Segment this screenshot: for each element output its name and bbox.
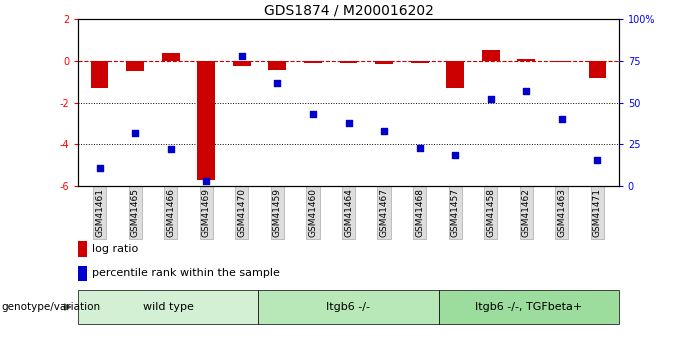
Text: Itgb6 -/-: Itgb6 -/- (326, 302, 371, 312)
Point (521, 88, 532, 94)
Bar (482, 50, 500, 61)
Point (272, 80, 283, 85)
Bar (339, 61, 358, 63)
Bar (411, 61, 428, 63)
Point (94, 165, 105, 171)
Point (237, 53, 248, 59)
Bar (304, 61, 322, 63)
Point (307, 111, 318, 117)
Point (201, 178, 211, 184)
Bar (162, 53, 180, 61)
Point (130, 130, 141, 136)
Bar (233, 61, 251, 66)
Text: log ratio: log ratio (92, 244, 139, 254)
Text: genotype/variation: genotype/variation (1, 302, 101, 312)
Bar (197, 61, 215, 180)
Title: GDS1874 / M200016202: GDS1874 / M200016202 (264, 4, 433, 18)
Point (449, 152, 460, 157)
Point (414, 145, 425, 150)
Bar (269, 61, 286, 70)
Point (165, 147, 176, 152)
Point (343, 120, 354, 126)
Point (592, 157, 603, 162)
Bar (589, 61, 607, 78)
Bar (553, 61, 571, 62)
Point (486, 97, 496, 102)
Bar (90, 61, 108, 88)
Point (379, 128, 390, 134)
Bar (126, 61, 144, 71)
Text: percentile rank within the sample: percentile rank within the sample (92, 268, 280, 278)
Text: wild type: wild type (143, 302, 194, 312)
Text: Itgb6 -/-, TGFbeta+: Itgb6 -/-, TGFbeta+ (475, 302, 582, 312)
Bar (375, 61, 393, 64)
Point (556, 117, 567, 122)
Bar (446, 61, 464, 88)
Bar (517, 59, 535, 61)
